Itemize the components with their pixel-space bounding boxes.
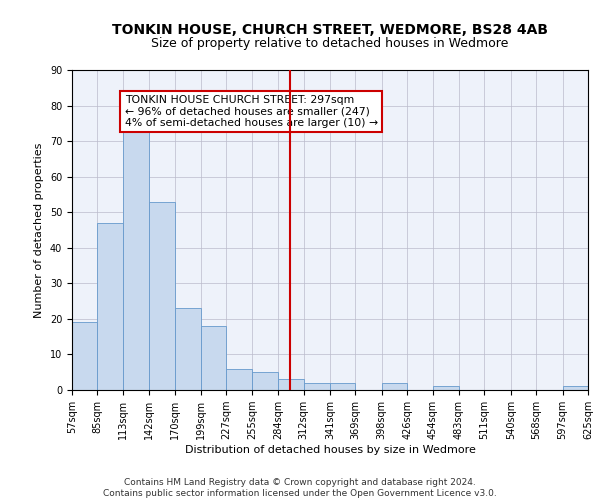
Text: TONKIN HOUSE, CHURCH STREET, WEDMORE, BS28 4AB: TONKIN HOUSE, CHURCH STREET, WEDMORE, BS… — [112, 22, 548, 36]
Text: TONKIN HOUSE CHURCH STREET: 297sqm
← 96% of detached houses are smaller (247)
4%: TONKIN HOUSE CHURCH STREET: 297sqm ← 96%… — [125, 95, 378, 128]
Bar — [123, 124, 149, 390]
Bar — [433, 386, 459, 390]
Bar — [72, 322, 97, 390]
Bar — [304, 383, 330, 390]
Bar — [226, 368, 252, 390]
X-axis label: Distribution of detached houses by size in Wedmore: Distribution of detached houses by size … — [185, 445, 475, 455]
Bar — [175, 308, 201, 390]
Bar — [149, 202, 175, 390]
Bar — [97, 223, 123, 390]
Bar — [201, 326, 226, 390]
Text: Size of property relative to detached houses in Wedmore: Size of property relative to detached ho… — [151, 38, 509, 51]
Bar — [563, 386, 588, 390]
Bar — [330, 383, 355, 390]
Bar — [382, 383, 407, 390]
Bar — [252, 372, 278, 390]
Bar — [278, 380, 304, 390]
Y-axis label: Number of detached properties: Number of detached properties — [34, 142, 44, 318]
Text: Contains HM Land Registry data © Crown copyright and database right 2024.
Contai: Contains HM Land Registry data © Crown c… — [103, 478, 497, 498]
